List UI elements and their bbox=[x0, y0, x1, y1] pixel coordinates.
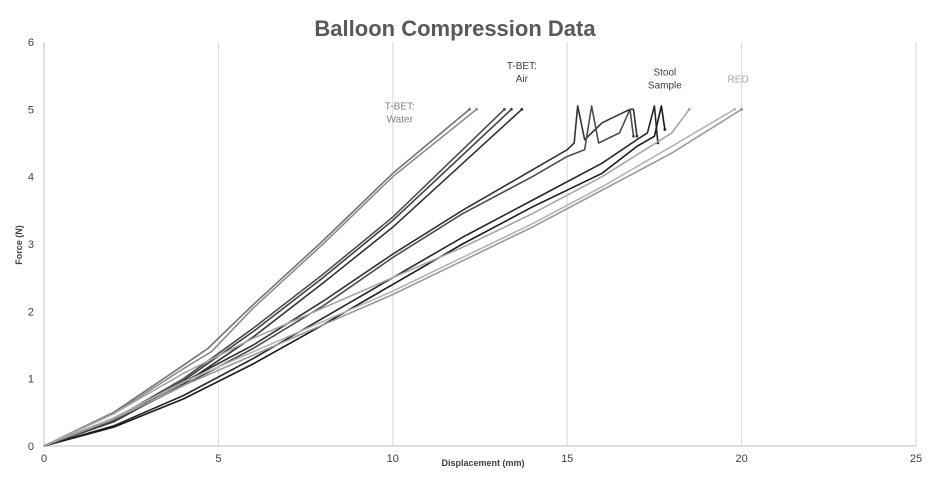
series-line bbox=[43, 108, 523, 447]
chart-title: Balloon Compression Data bbox=[314, 16, 596, 41]
series-line bbox=[43, 108, 736, 447]
series-line bbox=[43, 108, 743, 447]
series-line bbox=[43, 105, 666, 447]
x-tick-label: 20 bbox=[735, 453, 747, 465]
y-tick-label: 0 bbox=[28, 441, 34, 453]
x-tick-label: 10 bbox=[387, 453, 399, 465]
y-tick-label: 3 bbox=[28, 239, 34, 251]
y-tick-label: 1 bbox=[28, 374, 34, 386]
annotation-label: Sample bbox=[648, 81, 682, 92]
series-line bbox=[43, 108, 505, 447]
x-tick-label: 5 bbox=[215, 453, 221, 465]
series-end-point bbox=[635, 134, 639, 138]
series-line bbox=[43, 105, 635, 447]
annotations: T-BET: Water T-BET: Air Stool Sample RED bbox=[385, 61, 749, 125]
y-tick-label: 5 bbox=[28, 104, 34, 116]
x-tick-label: 25 bbox=[910, 453, 922, 465]
series-line bbox=[43, 108, 471, 447]
annotation-label: Stool bbox=[653, 68, 676, 79]
x-tick-label: 15 bbox=[561, 453, 573, 465]
series-line bbox=[43, 105, 659, 447]
y-tick-label: 2 bbox=[28, 306, 34, 318]
series-layer bbox=[43, 105, 743, 447]
annotation-label: RED bbox=[728, 74, 749, 85]
ticks: 0 5 10 15 20 25 0 1 2 3 4 5 6 bbox=[28, 37, 922, 465]
x-axis-label: Displacement (mm) bbox=[441, 458, 524, 468]
annotation-label: Air bbox=[516, 74, 529, 85]
y-tick-label: 6 bbox=[28, 37, 34, 49]
axes bbox=[43, 42, 916, 447]
series-end-point bbox=[740, 107, 743, 111]
series-line bbox=[43, 108, 690, 447]
series-end-point bbox=[687, 107, 691, 111]
annotation-label: T-BET: bbox=[385, 101, 415, 112]
series-line bbox=[43, 108, 512, 447]
series-end-point bbox=[632, 134, 635, 138]
series-end-point bbox=[509, 107, 513, 111]
series-line bbox=[43, 105, 638, 447]
series-end-point bbox=[468, 107, 471, 111]
series-end-point bbox=[520, 107, 524, 111]
annotation-label: T-BET: bbox=[507, 61, 537, 72]
x-tick-label: 0 bbox=[41, 453, 47, 465]
y-axis-label: Force (N) bbox=[14, 225, 24, 265]
series-end-point bbox=[663, 128, 667, 131]
series-end-point bbox=[503, 107, 506, 111]
series-line bbox=[43, 108, 478, 447]
series-end-point bbox=[475, 107, 478, 111]
series-end-point bbox=[733, 107, 737, 111]
y-tick-label: 4 bbox=[28, 172, 34, 184]
annotation-label: Water bbox=[387, 114, 414, 125]
